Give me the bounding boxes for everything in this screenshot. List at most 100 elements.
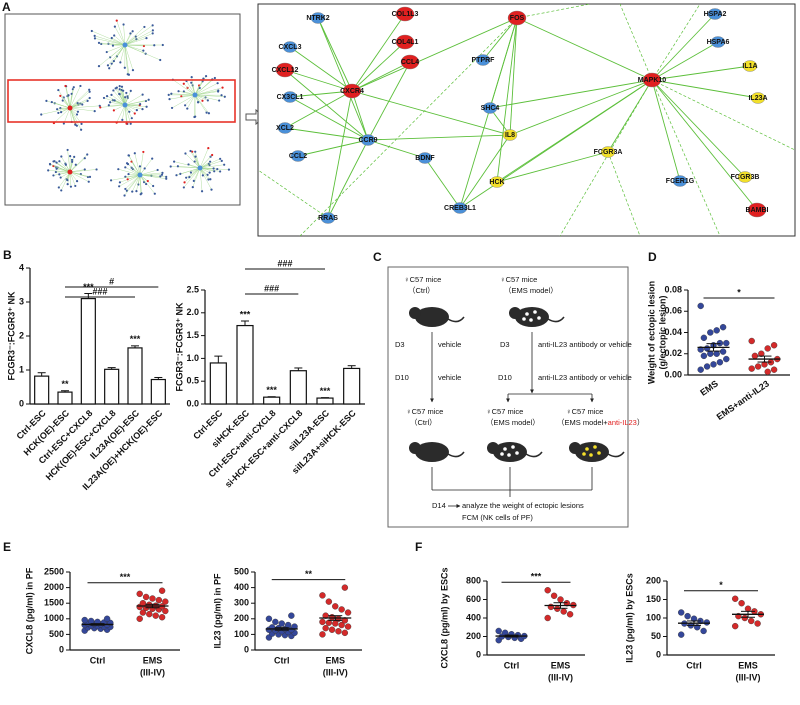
- mouse-icon: [547, 316, 565, 323]
- thumb-node: [125, 91, 128, 95]
- thumb-edge: [124, 90, 131, 106]
- lesion-dot: [500, 452, 504, 456]
- thumb-edge: [139, 174, 161, 177]
- network-node: [710, 36, 726, 48]
- thumb-node: [145, 37, 148, 40]
- thumb-node: [128, 110, 131, 113]
- thumb-hub: [122, 42, 128, 48]
- thumb-node: [197, 101, 200, 104]
- y-tick-label: 600: [466, 594, 481, 604]
- thumb-node: [142, 150, 145, 154]
- thumb-node: [186, 107, 189, 110]
- data-point: [758, 350, 765, 357]
- y-tick-label: 200: [646, 575, 661, 585]
- network-edge: [651, 13, 716, 81]
- thumb-node: [223, 95, 226, 98]
- thumb-node: [131, 69, 135, 72]
- x-tick-note: (III-IV): [323, 667, 348, 677]
- lesion-dot: [515, 451, 519, 455]
- thumb-node: [110, 36, 113, 40]
- data-point: [754, 620, 761, 627]
- thumb-node: [112, 59, 115, 63]
- y-axis-title: IL23 (pg/ml) in PF: [212, 573, 222, 649]
- mouse-icon: [415, 307, 449, 327]
- flow-text: （EMS model+anti-IL23）: [557, 418, 644, 427]
- data-point: [103, 615, 111, 622]
- thumb-edge: [106, 44, 126, 53]
- thumb-node: [220, 159, 223, 162]
- thumb-node: [126, 178, 129, 181]
- data-point: [81, 616, 88, 624]
- x-tick-label: EMS: [698, 378, 720, 397]
- data-point: [341, 629, 349, 637]
- thumb-edge: [58, 89, 71, 109]
- network-edge: [284, 127, 369, 142]
- data-point: [700, 334, 708, 342]
- data-point: [741, 614, 748, 622]
- data-point: [566, 611, 574, 618]
- network-edge: [507, 17, 518, 136]
- network-edge: [299, 17, 518, 236]
- y-tick-label: 0.0: [186, 398, 199, 408]
- x-tick-note: (III-IV): [140, 667, 165, 677]
- thumb-node: [204, 75, 208, 78]
- network-edge: [495, 17, 518, 183]
- thumb-node: [165, 175, 168, 178]
- thumb-edge: [125, 174, 141, 190]
- thumb-node: [118, 185, 121, 188]
- thumb-node: [118, 93, 121, 96]
- thumb-edge: [194, 94, 220, 101]
- thumb-node: [202, 77, 205, 80]
- network-edge: [651, 79, 795, 151]
- data-point: [550, 592, 558, 599]
- thumb-node: [111, 44, 115, 47]
- thumb-node: [76, 110, 80, 113]
- thumb-hub: [137, 172, 143, 178]
- mouse-icon: [493, 442, 527, 462]
- thumb-edge: [124, 104, 143, 110]
- y-tick-label: 1500: [44, 598, 64, 608]
- thumb-node: [133, 112, 136, 115]
- data-point: [158, 587, 166, 594]
- thumb-node: [212, 167, 215, 170]
- thumb-node: [55, 161, 58, 164]
- thumb-node: [115, 19, 118, 22]
- thumb-node: [180, 95, 183, 98]
- flow-text: ♀C57 mice: [500, 275, 537, 284]
- y-tick-label: 0: [59, 644, 64, 654]
- y-tick-label: 4: [19, 262, 24, 272]
- thumb-edge: [125, 167, 141, 176]
- thumb-node: [71, 160, 74, 163]
- network-node-label: CX3CL1: [277, 94, 304, 101]
- network-edge: [651, 79, 758, 211]
- thumb-node: [120, 85, 124, 88]
- y-tick-label: 1: [19, 364, 24, 374]
- thumb-node: [184, 104, 187, 107]
- thumb-node: [130, 166, 133, 169]
- y-axis-title: CXCL8 (pg/ml) in PF: [24, 567, 34, 654]
- network-node: [507, 10, 527, 26]
- thumb-node: [110, 93, 113, 96]
- network-node: [290, 150, 306, 162]
- network-node-label: FOS: [510, 15, 525, 22]
- thumb-edge: [124, 44, 161, 61]
- thumb-node: [62, 122, 65, 125]
- mouse-icon: [415, 442, 449, 462]
- network-node-label: CCR9: [358, 137, 377, 144]
- lesion-dot: [529, 318, 533, 322]
- network-node-label: SHC4: [481, 105, 500, 112]
- network-node: [489, 176, 505, 188]
- thumb-edge: [124, 33, 153, 46]
- y-tick-label: 2.5: [186, 284, 199, 294]
- data-point: [341, 584, 349, 591]
- thumb-edge: [124, 103, 141, 106]
- network-edge: [516, 4, 591, 19]
- network-edge: [297, 138, 369, 157]
- thumb-node: [97, 41, 101, 44]
- y-axis-title: Weight of ectopic lesion: [646, 281, 656, 384]
- bar: [316, 397, 334, 405]
- thumb-node: [188, 176, 191, 179]
- y-axis-title: (g/ectopic lesion): [657, 295, 667, 369]
- data-point: [700, 352, 708, 360]
- x-tick-label: EMS: [325, 655, 345, 665]
